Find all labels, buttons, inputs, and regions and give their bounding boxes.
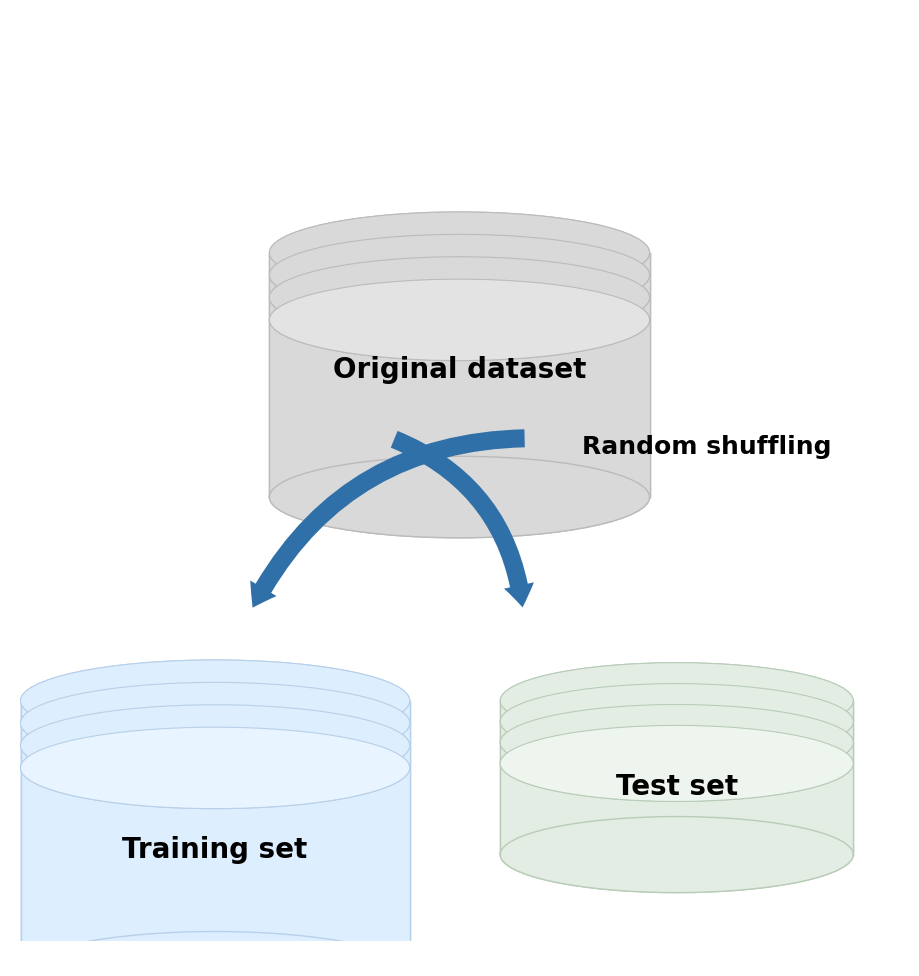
Ellipse shape xyxy=(269,257,650,339)
Ellipse shape xyxy=(269,234,650,316)
Ellipse shape xyxy=(20,727,410,809)
Polygon shape xyxy=(500,701,853,893)
Polygon shape xyxy=(500,701,853,893)
Polygon shape xyxy=(20,701,410,976)
Ellipse shape xyxy=(500,725,853,801)
Ellipse shape xyxy=(500,817,853,893)
Ellipse shape xyxy=(269,279,650,360)
Ellipse shape xyxy=(20,931,410,976)
Ellipse shape xyxy=(500,705,853,781)
Ellipse shape xyxy=(500,683,853,759)
Ellipse shape xyxy=(20,727,410,809)
Ellipse shape xyxy=(500,683,853,759)
Ellipse shape xyxy=(500,663,853,739)
Ellipse shape xyxy=(20,705,410,787)
Ellipse shape xyxy=(500,725,853,801)
Ellipse shape xyxy=(269,279,650,360)
Text: Training set: Training set xyxy=(122,836,308,864)
Ellipse shape xyxy=(20,682,410,764)
Ellipse shape xyxy=(269,212,650,294)
Text: Random shuffling: Random shuffling xyxy=(582,435,831,460)
Ellipse shape xyxy=(20,682,410,764)
Polygon shape xyxy=(20,701,410,976)
Ellipse shape xyxy=(20,705,410,787)
FancyArrowPatch shape xyxy=(250,429,525,608)
Ellipse shape xyxy=(269,234,650,316)
Ellipse shape xyxy=(269,457,650,538)
Ellipse shape xyxy=(20,660,410,742)
Text: Test set: Test set xyxy=(616,773,738,800)
Text: Original dataset: Original dataset xyxy=(333,356,586,385)
Ellipse shape xyxy=(500,705,853,781)
Ellipse shape xyxy=(20,931,410,976)
Ellipse shape xyxy=(500,817,853,893)
Polygon shape xyxy=(269,253,650,538)
Ellipse shape xyxy=(269,257,650,339)
Ellipse shape xyxy=(269,212,650,294)
Ellipse shape xyxy=(269,457,650,538)
Ellipse shape xyxy=(500,663,853,739)
Polygon shape xyxy=(269,253,650,538)
FancyArrowPatch shape xyxy=(391,430,534,607)
Ellipse shape xyxy=(20,660,410,742)
